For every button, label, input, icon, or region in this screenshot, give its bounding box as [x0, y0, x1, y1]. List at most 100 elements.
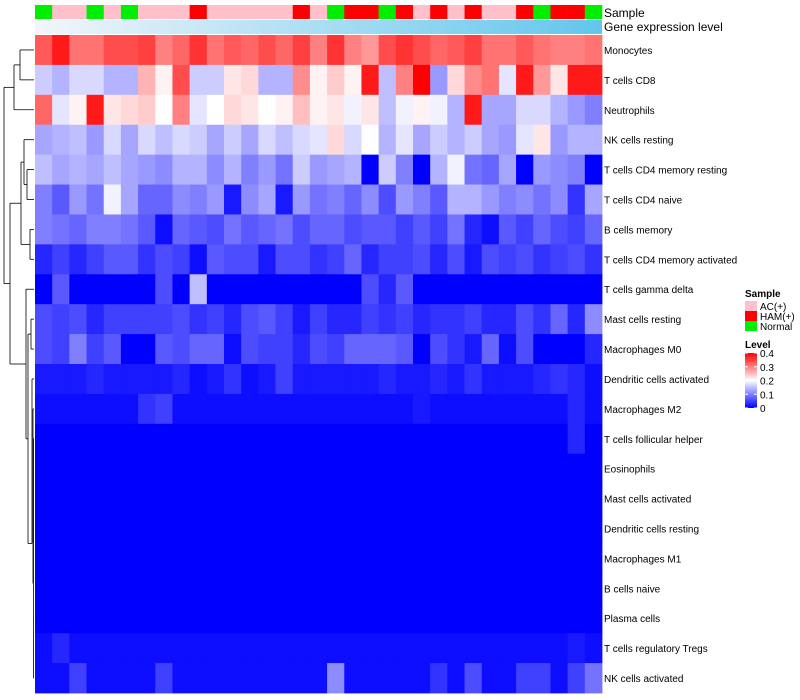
heatmap-cell — [327, 483, 345, 514]
heatmap-cell — [378, 573, 397, 604]
heatmap-cell — [224, 513, 242, 544]
heatmap-cell — [395, 244, 414, 275]
heatmap-cell — [361, 94, 380, 126]
heatmap-cell — [206, 64, 225, 96]
heatmap-cell — [206, 633, 225, 664]
heatmap-cell — [35, 393, 53, 425]
sample-annotation-cell — [481, 5, 500, 19]
heatmap-cell — [327, 603, 345, 634]
heatmap-cell — [430, 274, 448, 305]
heatmap-cell — [138, 513, 156, 544]
sample-annotation-cell — [327, 5, 345, 19]
heatmap-cell — [567, 483, 586, 514]
heatmap-cell — [327, 513, 345, 544]
legend-title-sample: Sample — [745, 289, 781, 300]
heatmap-cell — [550, 214, 569, 245]
heatmap-cell — [447, 154, 465, 185]
heatmap-cell — [35, 423, 53, 455]
heatmap-cell — [224, 184, 242, 215]
heatmap-cell — [498, 603, 517, 634]
heatmap-cell — [413, 64, 431, 96]
heatmap-cell — [120, 274, 139, 305]
heatmap-cell — [275, 64, 294, 96]
heatmap-cell — [241, 513, 259, 544]
heatmap-cell — [447, 603, 465, 634]
heatmap-cell — [292, 513, 311, 544]
heatmap-cell — [550, 124, 569, 156]
heatmap-cell — [155, 423, 173, 455]
heatmap-cell — [533, 543, 551, 574]
heatmap-cell — [52, 393, 70, 425]
heatmap-cell — [258, 124, 276, 156]
heatmap-cell — [258, 334, 276, 365]
sample-annotation-cell — [550, 5, 568, 19]
heatmap-cell — [155, 633, 173, 664]
heatmap-cell — [309, 35, 328, 66]
sample-annotation-cell — [378, 5, 397, 19]
heatmap-cell — [241, 663, 259, 694]
heatmap-cell — [86, 663, 105, 694]
heatmap-cell — [35, 633, 53, 664]
heatmap-cell — [258, 573, 276, 604]
heatmap-cell — [241, 334, 259, 365]
heatmap-cell — [69, 483, 87, 514]
heatmap-cell — [395, 633, 414, 664]
heatmap-cell — [584, 483, 603, 514]
heatmap-cell — [103, 184, 122, 215]
heatmap-cell — [103, 453, 122, 485]
heatmap-cell — [516, 214, 534, 245]
heatmap-cell — [120, 663, 139, 694]
heatmap-cell — [430, 184, 448, 215]
heatmap-cell — [516, 94, 534, 126]
row-label: B cells naive — [604, 584, 661, 595]
heatmap-cell — [567, 244, 586, 275]
heatmap-cell — [447, 124, 465, 156]
heatmap-cell — [172, 364, 191, 395]
heatmap-cell — [361, 573, 380, 604]
heatmap-cell — [498, 184, 517, 215]
row-label: Macrophages M2 — [604, 405, 682, 416]
heatmap-cell — [447, 304, 465, 335]
heatmap-cell — [292, 364, 311, 395]
heatmap-cell — [498, 94, 517, 126]
sample-annotation-cell — [138, 5, 156, 19]
heatmap-cell — [155, 124, 173, 156]
heatmap-cell — [103, 304, 122, 335]
heatmap-cell — [378, 513, 397, 544]
heatmap-cell — [155, 304, 173, 335]
heatmap-cell — [86, 64, 105, 96]
heatmap-cell — [361, 603, 380, 634]
heatmap-cell — [447, 543, 465, 574]
heatmap-cell — [498, 304, 517, 335]
heatmap-cell — [378, 603, 397, 634]
heatmap-cell — [395, 304, 414, 335]
heatmap-cell — [327, 334, 345, 365]
heatmap-cell — [309, 304, 328, 335]
heatmap-cell — [120, 184, 139, 215]
heatmap-cell — [567, 663, 586, 694]
heatmap-cell — [224, 334, 242, 365]
heatmap-cell — [52, 184, 70, 215]
row-label: Neutrophils — [604, 106, 655, 117]
heatmap-cells — [35, 35, 603, 694]
heatmap-cell — [224, 393, 242, 425]
heatmap-cell — [309, 364, 328, 395]
heatmap-cell — [189, 663, 208, 694]
heatmap-cell — [292, 663, 311, 694]
heatmap-cell — [69, 543, 87, 574]
heatmap-cell — [498, 573, 517, 604]
heatmap-cell — [481, 94, 500, 126]
heatmap-cell — [498, 453, 517, 485]
heatmap-cell — [86, 35, 105, 66]
heatmap-cell — [86, 573, 105, 604]
heatmap-cell — [361, 184, 380, 215]
heatmap-cell — [52, 214, 70, 245]
heatmap-cell — [35, 513, 53, 544]
heatmap-cell — [327, 633, 345, 664]
heatmap-cell — [172, 483, 191, 514]
heatmap-cell — [189, 453, 208, 485]
heatmap-cell — [224, 633, 242, 664]
heatmap-cell — [86, 483, 105, 514]
heatmap-cell — [395, 513, 414, 544]
heatmap-cell — [498, 244, 517, 275]
